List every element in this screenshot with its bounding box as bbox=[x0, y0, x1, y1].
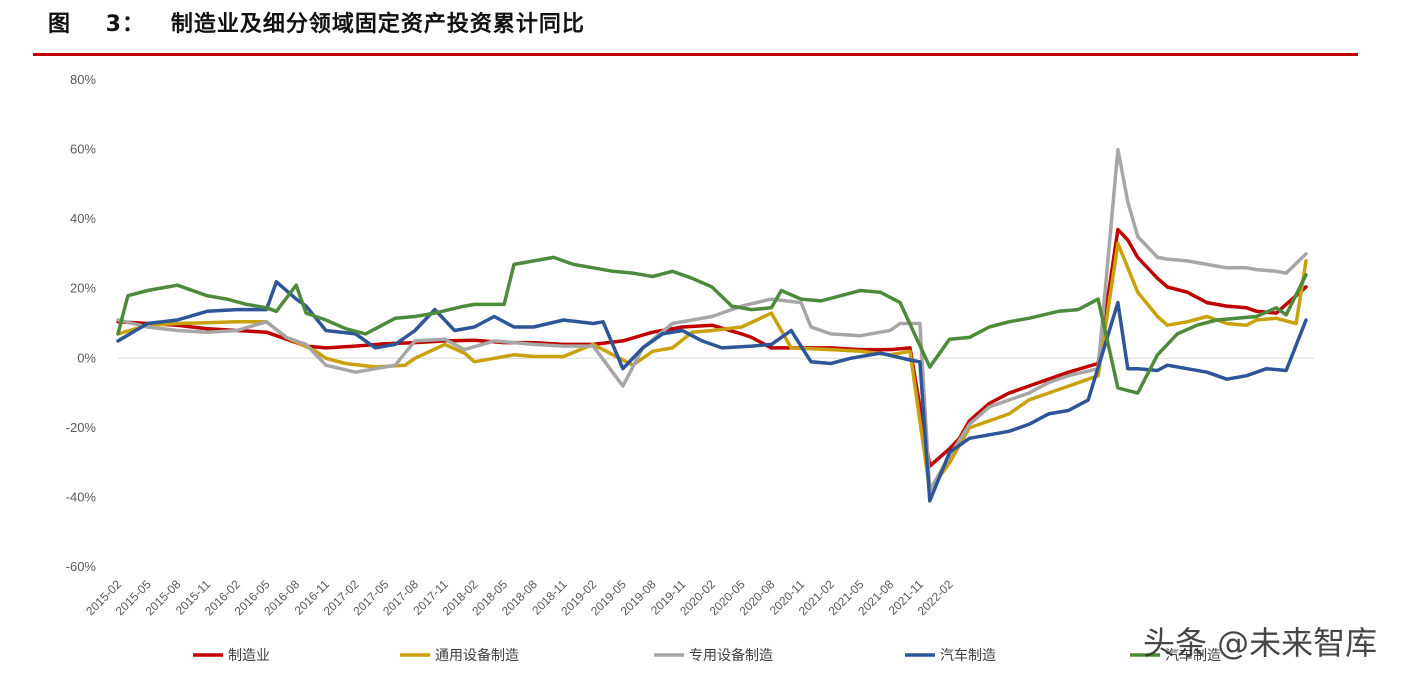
figure-title: 图 3： 制造业及细分领域固定资产投资累计同比 bbox=[48, 12, 585, 37]
y-axis: -60% -40% -20% 0% 20% 40% 60% 80% bbox=[66, 72, 97, 574]
x-axis: 2015-022015-052015-082015-112016-022016-… bbox=[83, 577, 956, 618]
legend-label: 专用设备制造 bbox=[689, 647, 773, 664]
series-line-5 bbox=[116, 255, 1308, 395]
title-rule bbox=[33, 53, 1358, 56]
y-tick-label: -60% bbox=[66, 559, 97, 574]
series-lines bbox=[116, 147, 1308, 503]
y-tick-label: -20% bbox=[66, 420, 97, 435]
y-tick-label: 20% bbox=[70, 281, 96, 296]
series-line-2 bbox=[116, 241, 1308, 493]
y-tick-label: -40% bbox=[66, 489, 97, 504]
series-line-3 bbox=[116, 147, 1308, 493]
legend-label: 汽车制造 bbox=[1165, 647, 1221, 664]
y-tick-label: 0% bbox=[77, 350, 96, 365]
y-tick-label: 80% bbox=[70, 72, 96, 87]
series-line-4 bbox=[116, 280, 1308, 503]
legend-label: 制造业 bbox=[228, 648, 270, 664]
y-tick-label: 40% bbox=[70, 211, 96, 226]
legend: 制造业 通用设备制造 专用设备制造 汽车制造 汽车制造 bbox=[193, 647, 1221, 664]
y-tick-label: 60% bbox=[70, 142, 96, 157]
legend-label: 通用设备制造 bbox=[435, 647, 519, 664]
legend-label: 汽车制造 bbox=[940, 647, 996, 664]
watermark: 头条 @未来智库 bbox=[1143, 624, 1378, 662]
